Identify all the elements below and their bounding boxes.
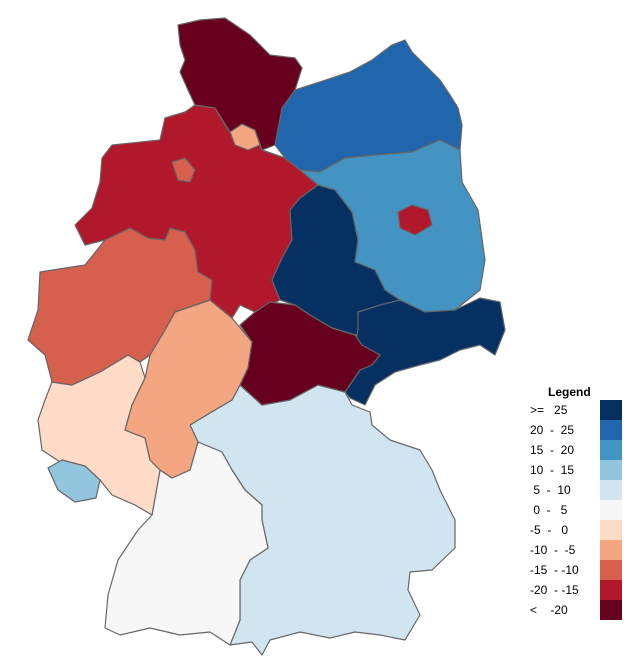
legend-color-swatch bbox=[600, 520, 622, 540]
legend-item-label: 5 - 10 bbox=[530, 483, 571, 497]
region-thueringen[interactable] bbox=[239, 301, 381, 406]
legend-color-swatch bbox=[600, 480, 622, 500]
legend-item: 20 - 25 bbox=[530, 420, 630, 440]
legend-color-swatch bbox=[600, 420, 622, 440]
legend-color-swatch bbox=[600, 500, 622, 520]
legend-color-swatch bbox=[600, 540, 622, 560]
legend-item-label: 0 - 5 bbox=[530, 503, 568, 517]
legend-color-swatch bbox=[600, 400, 622, 420]
legend-color-swatch bbox=[600, 440, 622, 460]
legend-item: -15 - -10 bbox=[530, 560, 630, 580]
legend-color-swatch bbox=[600, 580, 622, 600]
legend-item: 15 - 20 bbox=[530, 440, 630, 460]
legend-item: 10 - 15 bbox=[530, 460, 630, 480]
legend-item-label: -15 - -10 bbox=[530, 563, 579, 577]
legend-item-label: -5 - 0 bbox=[530, 523, 569, 537]
legend-item: -20 - -15 bbox=[530, 580, 630, 600]
legend-color-swatch bbox=[600, 560, 622, 580]
legend-title: Legend bbox=[548, 385, 591, 399]
legend-item: 0 - 5 bbox=[530, 500, 630, 520]
legend-item: 5 - 10 bbox=[530, 480, 630, 500]
legend-color-swatch bbox=[600, 460, 622, 480]
legend-item: -10 - -5 bbox=[530, 540, 630, 560]
region-schleswig-holstein[interactable] bbox=[177, 17, 303, 151]
region-berlin[interactable] bbox=[397, 204, 433, 236]
legend-item-label: < -20 bbox=[530, 603, 568, 617]
legend-item-label: 20 - 25 bbox=[530, 423, 575, 437]
region-saarland[interactable] bbox=[47, 459, 101, 503]
legend-item-label: -10 - -5 bbox=[530, 543, 576, 557]
legend-item: >= 25 bbox=[530, 400, 630, 420]
legend-item: -5 - 0 bbox=[530, 520, 630, 540]
region-bremen[interactable] bbox=[171, 157, 196, 183]
legend-item-label: -20 - -15 bbox=[530, 583, 579, 597]
legend-item-label: >= 25 bbox=[530, 403, 568, 417]
legend-item: < -20 bbox=[530, 600, 630, 620]
legend-item-label: 10 - 15 bbox=[530, 463, 575, 477]
region-baden-wuerttemberg[interactable] bbox=[104, 441, 269, 646]
legend-color-swatch bbox=[600, 600, 622, 620]
legend-item-label: 15 - 20 bbox=[530, 443, 575, 457]
